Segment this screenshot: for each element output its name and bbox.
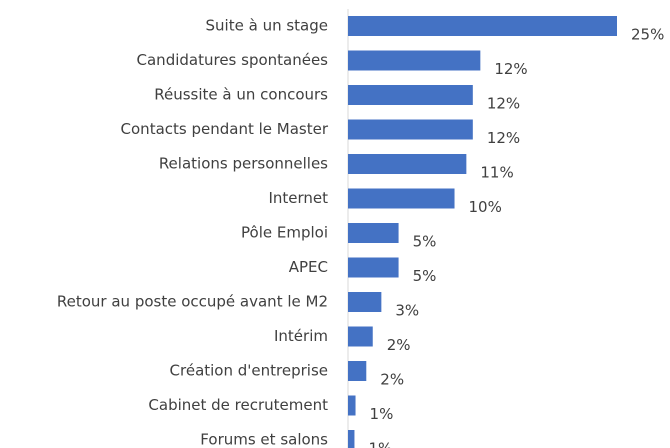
bar — [348, 430, 355, 448]
data-label: 10% — [469, 198, 502, 216]
bar — [348, 50, 481, 71]
category-label: Forums et salons — [200, 431, 328, 448]
data-label: 3% — [395, 302, 419, 320]
data-label: 1% — [370, 405, 394, 423]
data-label: 2% — [380, 371, 404, 389]
bar — [348, 154, 467, 174]
data-label: 12% — [487, 129, 520, 147]
category-label: APEC — [289, 258, 328, 276]
data-label: 5% — [413, 233, 437, 251]
category-label: Suite à un stage — [206, 17, 328, 35]
bar — [348, 292, 382, 312]
category-label: Internet — [268, 189, 328, 207]
data-label: 5% — [413, 267, 437, 285]
bar — [348, 257, 399, 278]
bar — [348, 326, 373, 347]
category-label: Intérim — [274, 327, 328, 345]
category-label: Cabinet de recrutement — [148, 396, 328, 414]
bar — [348, 223, 399, 243]
bar — [348, 395, 356, 416]
data-label: 12% — [487, 95, 520, 113]
category-label: Pôle Emploi — [241, 224, 328, 242]
category-label: Retour au poste occupé avant le M2 — [57, 293, 328, 311]
bar — [348, 119, 473, 140]
data-label: 1% — [368, 440, 392, 448]
category-label: Réussite à un concours — [154, 86, 328, 104]
bar — [348, 85, 473, 105]
bar — [348, 361, 367, 381]
data-label: 2% — [387, 336, 411, 354]
category-label: Relations personnelles — [159, 155, 328, 173]
bar — [348, 16, 617, 36]
category-label: Contacts pendant le Master — [121, 120, 329, 138]
category-label: Candidatures spontanées — [137, 51, 329, 69]
bar — [348, 188, 455, 209]
data-label: 11% — [480, 164, 513, 182]
data-label: 25% — [631, 26, 664, 44]
category-label: Création d'entreprise — [170, 362, 328, 380]
data-label: 12% — [494, 60, 527, 78]
